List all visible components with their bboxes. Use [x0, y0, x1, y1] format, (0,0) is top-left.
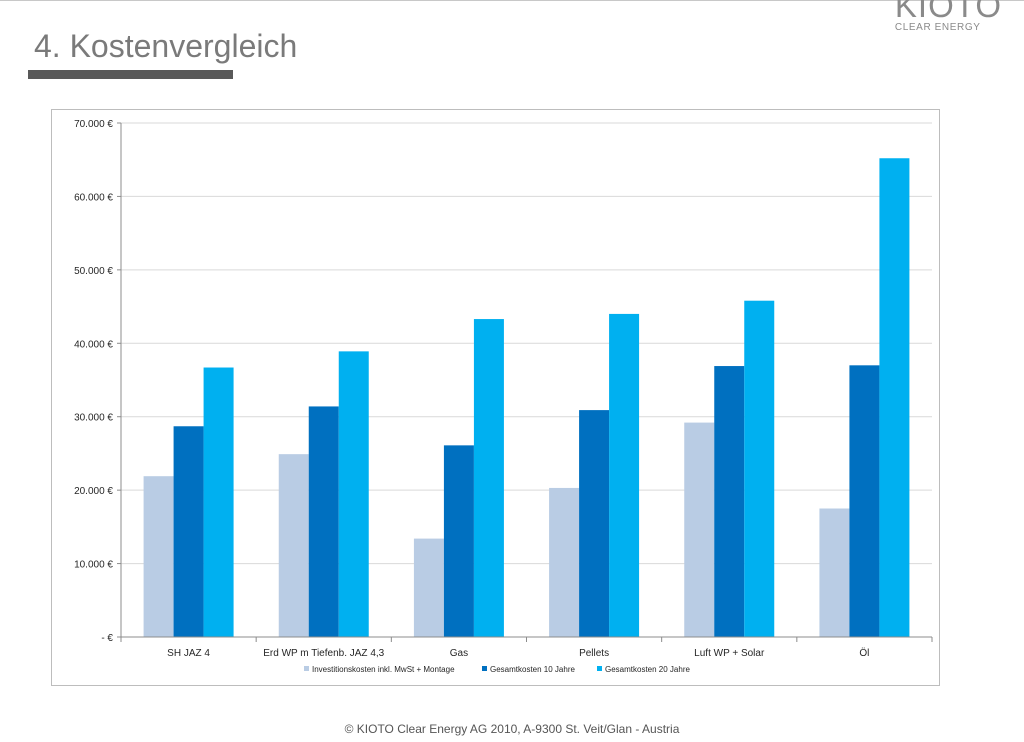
legend-swatch	[304, 666, 309, 671]
bar-chart: - € 10.000 € 20.000 € 30.000 € 40.000 € 50.00…	[74, 119, 933, 674]
y-tick-label: 20.000 €	[74, 486, 113, 497]
y-tick-label: 60.000 €	[74, 192, 113, 203]
x-tick-label: Erd WP m Tiefenb. JAZ 4,3	[263, 648, 384, 659]
bar	[744, 300, 775, 637]
legend-swatch	[482, 666, 487, 671]
y-tick-label: 70.000 €	[74, 119, 113, 130]
bar	[308, 406, 339, 637]
legend-label: Investitionskosten inkl. MwSt + Montage	[312, 665, 455, 674]
bar	[338, 351, 369, 637]
chart-frame: - € 10.000 € 20.000 € 30.000 € 40.000 € 50.00…	[51, 109, 940, 686]
x-tick-label: Luft WP + Solar	[694, 648, 765, 659]
bar	[684, 422, 715, 637]
x-tick-label: SH JAZ 4	[167, 648, 210, 659]
y-tick-label: 30.000 €	[74, 413, 113, 424]
y-tick-label: - €	[101, 633, 113, 644]
bar	[849, 365, 880, 637]
bar	[879, 158, 910, 637]
bar	[609, 313, 640, 637]
page-title: 4. Kostenvergleich	[34, 28, 298, 64]
x-tick-label: Gas	[450, 648, 468, 659]
bar	[173, 426, 204, 637]
bar	[203, 367, 234, 637]
x-axis: SH JAZ 4 Erd WP m Tiefenb. JAZ 4,3 Gas Pell…	[120, 636, 933, 659]
bar	[443, 445, 474, 637]
y-tick-label: 10.000 €	[74, 560, 113, 571]
bar	[278, 454, 309, 637]
legend-label: Gesamtkosten 20 Jahre	[605, 665, 690, 674]
y-tick-label: 40.000 €	[74, 339, 113, 350]
footer-copyright: © KIOTO Clear Energy AG 2010, A-9300 St.…	[344, 722, 680, 736]
y-tick-label: 50.000 €	[74, 266, 113, 277]
bar	[473, 319, 504, 637]
bar	[413, 538, 444, 637]
bar	[714, 366, 745, 637]
title-underline-bar	[28, 70, 233, 79]
x-tick-label: Pellets	[579, 648, 609, 659]
x-tick-label: Öl	[859, 647, 869, 659]
bars	[143, 158, 910, 637]
logo-tagline: CLEAR ENERGY	[894, 22, 981, 33]
legend: Investitionskosten inkl. MwSt + Montage G…	[304, 665, 690, 674]
legend-label: Gesamtkosten 10 Jahre	[490, 665, 575, 674]
bar	[579, 410, 610, 637]
y-axis: - € 10.000 € 20.000 € 30.000 € 40.000 € 50.00…	[74, 119, 122, 644]
top-rule	[0, 0, 1024, 1]
logo-wordmark: KIOTO	[894, 0, 1002, 24]
bar	[549, 487, 580, 637]
bar	[819, 508, 850, 637]
kioto-logo: KIOTO CLEAR ENERGY	[895, 0, 1002, 34]
legend-swatch	[597, 666, 602, 671]
gridlines	[121, 122, 932, 565]
bar	[143, 476, 174, 637]
